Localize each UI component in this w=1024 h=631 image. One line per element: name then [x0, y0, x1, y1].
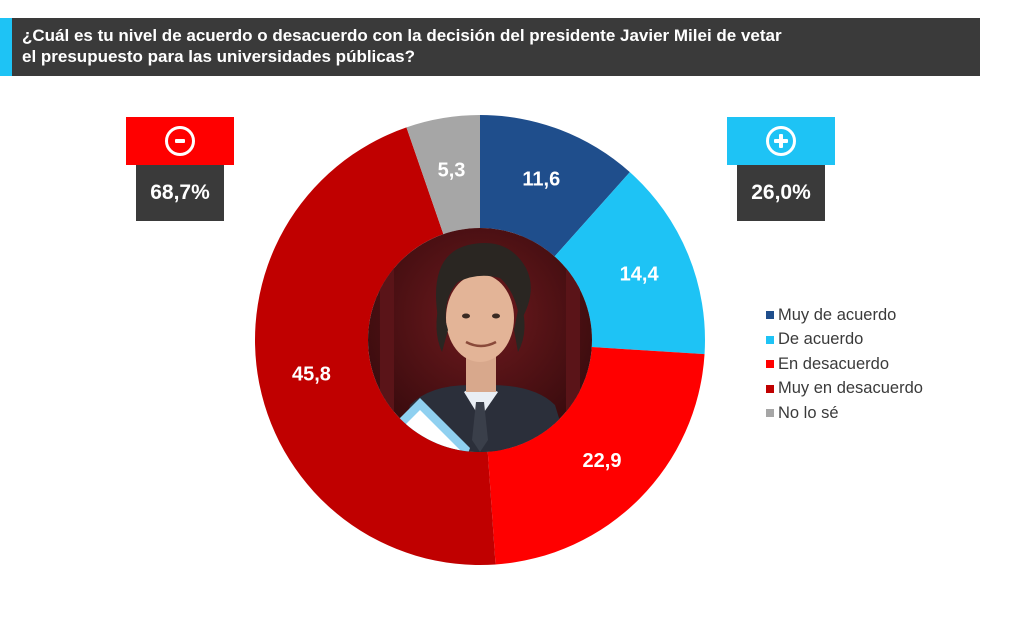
question-title: ¿Cuál es tu nivel de acuerdo o desacuerd…	[22, 25, 922, 67]
plus-icon	[766, 126, 796, 156]
legend-swatch	[766, 409, 774, 418]
donut-slice-labels: 11,6 14,4 22,9 45,8 5,3	[292, 159, 659, 472]
legend-label: Muy en desacuerdo	[778, 379, 923, 398]
minus-icon	[165, 126, 195, 156]
slice-value-label: 45,8	[292, 363, 331, 385]
title-accent-stripe	[0, 18, 12, 76]
slice-value-label: 11,6	[522, 168, 560, 190]
legend-swatch	[766, 384, 774, 393]
question-title-bar: ¿Cuál es tu nivel de acuerdo o desacuerd…	[0, 18, 980, 76]
donut-slice	[480, 115, 630, 257]
positive-total: 26,0%	[737, 165, 825, 221]
slice-value-label: 14,4	[620, 264, 660, 286]
legend-swatch	[766, 311, 774, 320]
slice-value-label: 5,3	[438, 159, 466, 181]
legend-item: De acuerdo	[766, 328, 923, 353]
legend-swatch	[766, 335, 774, 344]
donut-slices	[254, 115, 705, 565]
positive-badge	[727, 117, 835, 165]
donut-slice	[554, 172, 705, 355]
donut-slice	[254, 127, 496, 565]
question-title-line-2: el presupuesto para las universidades pú…	[22, 47, 416, 66]
legend-label: Muy de acuerdo	[778, 305, 897, 324]
legend-label: En desacuerdo	[778, 354, 889, 373]
donut-slice	[487, 347, 705, 565]
legend-item: Muy en desacuerdo	[766, 377, 923, 402]
negative-total: 68,7%	[136, 165, 224, 221]
legend-item: No lo sé	[766, 401, 923, 426]
legend-label: No lo sé	[778, 403, 839, 422]
legend-item: En desacuerdo	[766, 352, 923, 377]
question-title-line-1: ¿Cuál es tu nivel de acuerdo o desacuerd…	[22, 26, 782, 45]
negative-badge	[126, 117, 234, 165]
legend-label: De acuerdo	[778, 330, 864, 349]
chart-legend: Muy de acuerdo De acuerdo En desacuerdo …	[766, 303, 923, 426]
donut-slice	[406, 115, 480, 235]
legend-item: Muy de acuerdo	[766, 303, 923, 328]
slice-value-label: 22,9	[583, 450, 622, 472]
legend-swatch	[766, 360, 774, 369]
